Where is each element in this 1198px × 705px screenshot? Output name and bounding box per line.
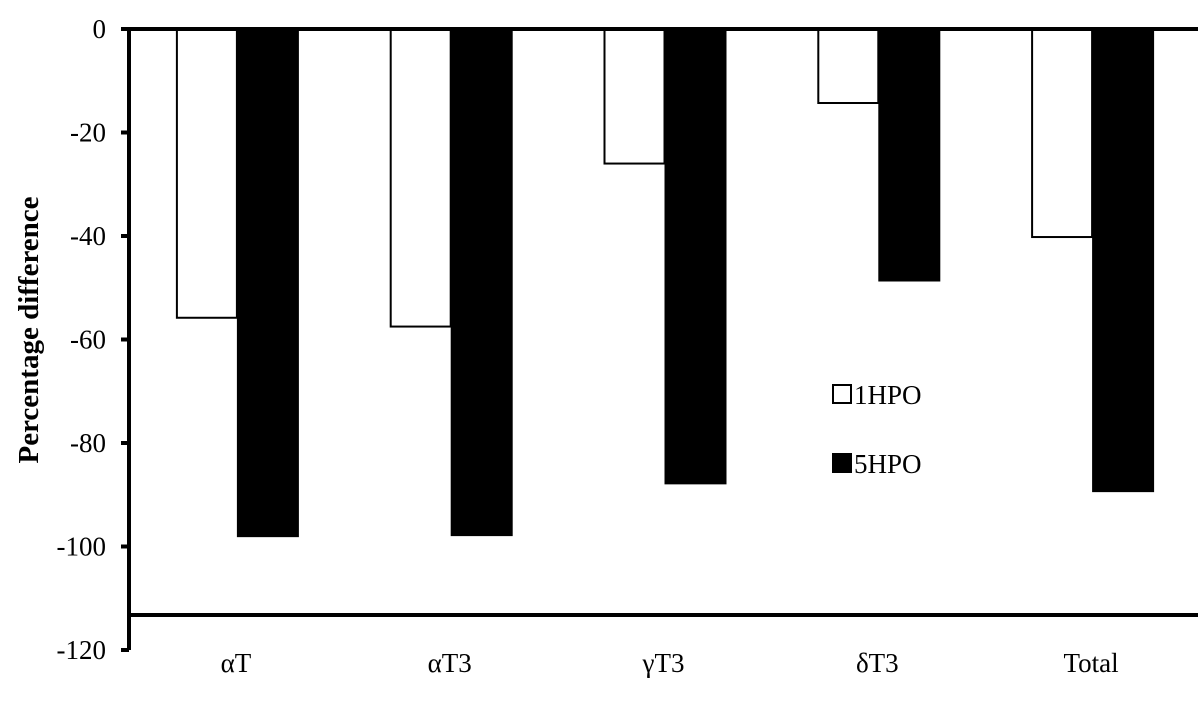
y-axis-ticks: 0 -20 -40 -60 -80 -100 -120 xyxy=(57,14,129,665)
x-axis-ticks: αT αT3 γT3 δT3 Total xyxy=(221,648,1119,678)
bar-1hpo-3 xyxy=(603,28,666,165)
bar-1hpo-1 xyxy=(175,28,238,319)
bar-5hpo-4 xyxy=(878,28,941,282)
bar-5hpo-5 xyxy=(1092,28,1155,493)
bar-5hpo-3 xyxy=(664,28,727,485)
x-tick-label: Total xyxy=(1064,648,1119,678)
y-axis-title: Percentage difference xyxy=(13,196,45,463)
y-tick-label: -100 xyxy=(57,532,107,562)
bar-1hpo-5 xyxy=(1031,28,1094,239)
legend-swatch-5hpo xyxy=(832,453,852,473)
y-tick-label: -80 xyxy=(70,428,106,458)
legend-label-1hpo: 1HPO xyxy=(854,380,922,410)
bar-1hpo-2 xyxy=(389,28,452,328)
series-5hpo-bars xyxy=(236,28,1155,538)
x-tick-label: αT xyxy=(221,648,252,678)
legend-label-5hpo: 5HPO xyxy=(854,449,922,479)
x-tick-label: γT3 xyxy=(642,648,685,678)
x-tick-label: αT3 xyxy=(428,648,472,678)
legend: 1HPO 5HPO xyxy=(832,380,922,479)
y-tick-label: 0 xyxy=(93,14,107,44)
bar-5hpo-2 xyxy=(450,28,513,537)
bar-5hpo-1 xyxy=(236,28,299,538)
y-tick-label: -20 xyxy=(70,118,106,148)
y-tick-label: -40 xyxy=(70,221,106,251)
y-tick-label: -60 xyxy=(70,325,106,355)
x-tick-label: δT3 xyxy=(856,648,899,678)
series-1hpo-bars xyxy=(175,28,1094,328)
bar-1hpo-4 xyxy=(817,28,880,105)
legend-swatch-1hpo xyxy=(832,384,852,404)
y-tick-label: -120 xyxy=(57,635,107,665)
